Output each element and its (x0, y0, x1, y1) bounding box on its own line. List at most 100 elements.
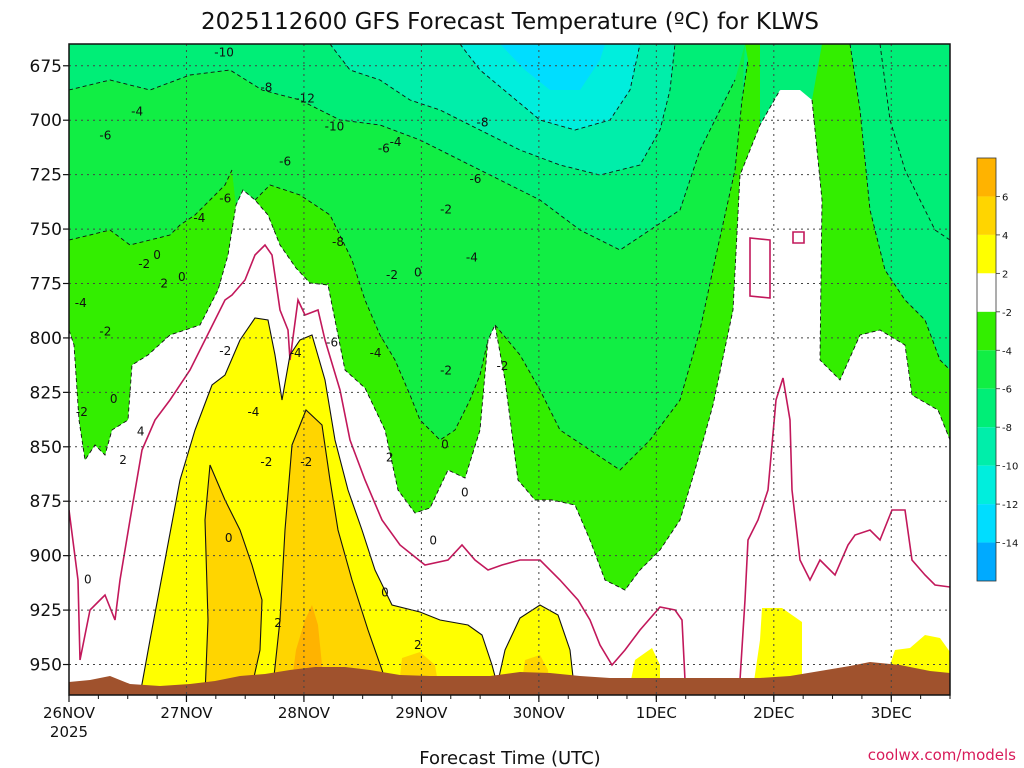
legend-swatch (977, 273, 996, 312)
x-tick-label: 27NOV (160, 704, 213, 722)
contour-label: -6 (279, 155, 291, 169)
contour-label: -12 (295, 91, 315, 105)
band-minus14-to-minus12 (500, 44, 605, 90)
chart-title: 2025112600 GFS Forecast Temperature (ºC)… (201, 9, 819, 35)
y-tick-label: 700 (30, 111, 62, 131)
legend-swatch (977, 234, 996, 274)
y-tick-label: 850 (30, 438, 62, 458)
band-2-to-4-mid (495, 605, 575, 695)
contour-plus2 (139, 317, 501, 695)
contour-label: 2 (414, 638, 422, 652)
legend-label: 2 (1002, 269, 1008, 280)
zero-degree-line (69, 243, 686, 681)
legend-swatch (977, 311, 996, 351)
band-4-to-6-a (205, 465, 262, 695)
zero-degree-loop-a (749, 237, 771, 299)
contour-label: 0 (153, 248, 161, 262)
legend-swatch (977, 350, 996, 389)
contour-label: -4 (247, 405, 259, 419)
contour-plus2-mid (494, 604, 576, 695)
legend-swatch (977, 388, 996, 428)
zero-degree-line-east (739, 377, 950, 681)
band-minus4-to-minus2-mid (255, 185, 488, 513)
y-tick-label: 950 (30, 656, 62, 676)
contour-label: 0 (461, 486, 469, 500)
x-tick-label: 1DEC (636, 704, 677, 722)
contour-label: -8 (332, 235, 344, 249)
color-legend: 6 4 2 -2 -4 -6 -8 -10 -12 -14 (976, 157, 1018, 582)
contour-label: -2 (99, 324, 111, 338)
contour-label: 0 (429, 533, 437, 547)
band-minus4-to-minus2-right (495, 44, 760, 590)
legend-swatch (977, 504, 996, 543)
contour-label: -4 (75, 296, 87, 310)
legend-swatch (977, 196, 996, 235)
contour-label: -10 (325, 120, 345, 134)
contour-label: -8 (260, 81, 272, 95)
band-minus6-to-minus4 (69, 44, 745, 470)
legend-label: -14 (1002, 539, 1018, 550)
contour-label: -2 (260, 455, 272, 469)
contour-plus4-b (271, 409, 391, 695)
contour-label: 0 (225, 531, 233, 545)
y-tick-label: 900 (30, 547, 62, 567)
ground-terrain (69, 662, 950, 695)
grid-lines (69, 44, 950, 695)
contour-labels: -10 -8 -12 -4 -6 -10 -6 -4 -6 -8 -6 -6 -4 -8 -2 -4 0 -2 0 2… (75, 46, 509, 652)
contour-label: -2 (496, 359, 508, 373)
plot-area: -10 -8 -12 -4 -6 -10 -6 -4 -6 -8 -6 -6 -4 -8 -2 -4 0 -2 0 2… (69, 44, 950, 695)
contour-label: -6 (99, 128, 111, 142)
y-axis: 675 700 725 750 775 800 825 850 875 900 925 950 (30, 57, 69, 676)
contour-label: -10 (214, 46, 234, 60)
contour-label: -6 (469, 172, 481, 186)
contour-label: 2 (119, 453, 127, 467)
contour-label: -2 (76, 405, 88, 419)
contour-label: 4 (137, 425, 145, 439)
contour-label: -6 (326, 335, 338, 349)
contour-label: -4 (466, 250, 478, 264)
x-tick-label: 3DEC (871, 704, 912, 722)
contour-label: 2 (274, 616, 282, 630)
zero-degree-loop-b (792, 231, 805, 244)
contour-label: -4 (290, 346, 302, 360)
legend-swatch (977, 427, 996, 466)
contour-label: 0 (441, 438, 449, 452)
y-tick-label: 750 (30, 220, 62, 240)
legend-label: -2 (1002, 308, 1012, 319)
contour-label: -2 (386, 268, 398, 282)
contour-plus4-a (204, 464, 263, 695)
x-tick-label: 29NOV (395, 704, 448, 722)
legend-label: -10 (1002, 462, 1018, 473)
contour-label: -2 (440, 202, 452, 216)
contour-label: 0 (178, 270, 186, 284)
contour-label: -2 (300, 455, 312, 469)
y-tick-label: 775 (30, 274, 62, 294)
band-minus4-to-minus2-top (69, 170, 236, 460)
x-axis-label: Forecast Time (UTC) (419, 748, 600, 768)
legend-label: 4 (1002, 231, 1008, 242)
contour-label: -2 (219, 344, 231, 358)
legend-label: -12 (1002, 500, 1018, 511)
y-tick-label: 675 (30, 57, 62, 77)
legend-frame (976, 157, 997, 582)
x-tick-label: 30NOV (513, 704, 566, 722)
y-tick-label: 825 (30, 383, 62, 403)
negative-contours (69, 44, 950, 591)
contour-label: -2 (440, 364, 452, 378)
contour-label: 0 (84, 573, 92, 587)
contour-label: -4 (131, 104, 143, 118)
contour-label: 0 (381, 586, 389, 600)
legend-label: -6 (1002, 385, 1012, 396)
credit-text: coolwx.com/models (868, 746, 1016, 764)
y-tick-label: 875 (30, 492, 62, 512)
contour-label: -8 (476, 115, 488, 129)
band-2-to-4-dec2 (752, 608, 802, 695)
legend-swatch (977, 465, 996, 505)
contour-label: -6 (378, 142, 390, 156)
x-tick-label: 28NOV (278, 704, 331, 722)
legend-swatch (977, 542, 996, 581)
contour-label: 0 (414, 266, 422, 280)
contour-label: 0 (110, 392, 118, 406)
